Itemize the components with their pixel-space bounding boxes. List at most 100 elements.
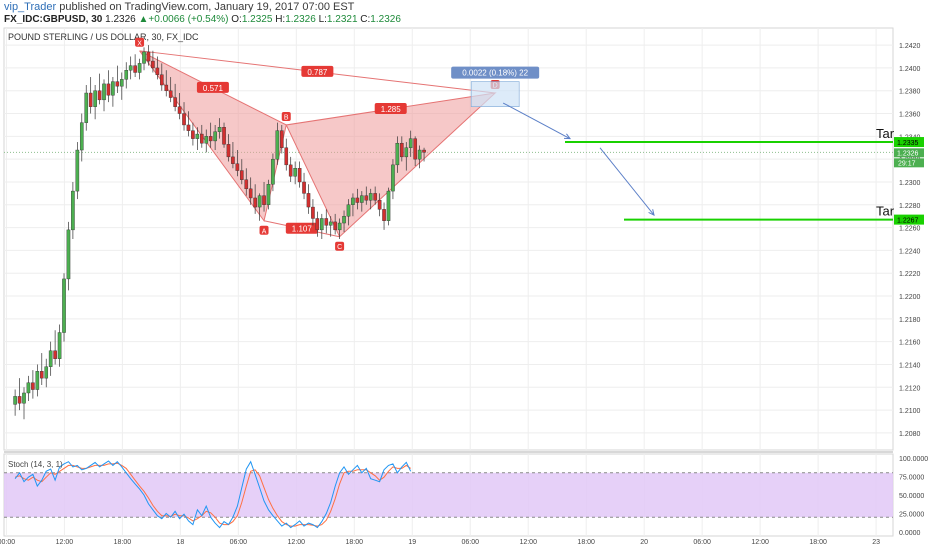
candle-body [208,136,213,142]
ratio-bd-text: 1.285 [381,105,402,114]
y-tick-label: 1.2100 [899,408,921,415]
candle-body [253,197,257,208]
candle-body [231,156,235,164]
ratio-xb-bg [196,81,229,93]
candle-body [88,92,93,107]
low-value: 1.2321 [326,14,358,25]
x-tick-label: 18:00 [577,539,595,546]
symbol-info: FX_IDC:GBPUSD, 30 1.2326 ▲+0.0066 (+0.54… [4,14,401,25]
x-tick-label: 19 [408,539,416,546]
candle-body [275,130,280,160]
target-price-tag-1: 1.2335 [894,137,924,148]
candle-body [75,149,80,192]
point-badge [335,241,345,251]
candle-body [164,84,169,91]
candle-body [213,131,217,142]
stoch-k-line [14,460,412,529]
candle-body [364,195,369,201]
x-tick-label: 18:00 [114,539,132,546]
candle-body [22,392,26,404]
stochastic-pane[interactable]: 100.0000 75.0000 50.0000 25.0000 0.0000 Stoch… [4,456,928,537]
candle-body [66,229,71,280]
candle-body [333,221,337,231]
candle-body [26,382,31,394]
ratio-xd-text: 0.787 [307,68,328,77]
y-tick-label: 1.2360 [899,112,921,119]
candle-body [355,197,360,203]
measure-label-text: 0.0022 (0.18%) 22 [462,69,528,78]
candle-body [351,197,355,205]
arrow-to-target-2-line [599,147,655,216]
candle-body [337,222,342,231]
y-tick-label: 1.2380 [899,89,921,96]
candle-body [248,188,253,199]
y-tick-label: 1.2260 [899,226,921,233]
x-tick-label: 06:00 [461,539,479,546]
candle-body [368,193,373,201]
ratio-bd: 1.285 [374,102,407,114]
candle-body [226,144,231,158]
price-chart[interactable]: POUND STERLING / US DOLLAR, 30, FX_IDC 0… [0,26,932,550]
harmonic-pattern[interactable]: 0.571 0.787 1.285 1.107 [139,50,497,238]
measure-label: 0.0022 (0.18%) 22 [451,66,540,79]
candle-body [311,206,315,219]
candle-body [128,65,133,71]
ratio-xb-text: 0.571 [203,84,224,93]
candle-body [102,83,106,101]
x-tick-label: 06:00 [230,539,248,546]
y-tick-label: 1.2140 [899,362,921,369]
candle-body [146,51,151,62]
candle-body [106,83,111,96]
candle-body [84,92,89,123]
ratio-xb: 0.571 [196,81,229,93]
target-label-1: Tar [876,126,895,141]
candle-body [404,147,409,158]
candle-body [53,350,57,359]
publisher-username[interactable]: vip_Trader [4,1,57,13]
candle-body [133,65,137,73]
x-tick-label: 12:00 [288,539,306,546]
measure-label-bg [451,66,540,79]
candle-body [195,133,200,139]
x-tick-label: 12:00 [56,539,74,546]
stoch-tick-label: 100.0000 [899,456,928,463]
candle-body [280,130,284,148]
point-badge [259,225,269,235]
price-pane-frame [3,27,894,451]
candle-body [417,149,422,160]
up-arrow-icon: ▲ [138,14,149,25]
candle-body [168,90,173,98]
candle-body [159,74,164,86]
candle-body [200,133,204,144]
point-label: X [137,40,142,47]
low-label: L: [318,14,327,25]
x-tick-label: 20 [640,539,648,546]
target-price-text: 1.2335 [897,140,919,147]
y-tick-label: 1.2220 [899,271,921,278]
candle-body [293,168,297,177]
countdown-text: 29:17 [898,160,916,167]
stoch-tick-label: 75.0000 [899,475,924,482]
y-tick-label: 1.2420 [899,43,921,50]
candle-body [422,149,426,153]
candle-body [204,136,209,144]
stoch-band [4,472,893,518]
open-label: O: [231,14,242,25]
point-label: A [262,228,267,235]
ratio-ac-text: 1.107 [292,225,313,234]
candle-body [182,113,186,126]
y-tick-label: 1.2160 [899,340,921,347]
ratio-bd-bg [374,102,407,114]
candle-body [217,127,222,132]
candle-body [97,90,102,101]
candle-body [191,130,195,139]
candle-body [240,170,244,180]
time-axis[interactable]: 00:00 12:00 18:00 18 06:00 12:00 18:00 19 06:00 1… [0,539,880,546]
x-tick-label: 18:00 [809,539,827,546]
candle-body [346,204,351,217]
high-label: H: [275,14,286,25]
price-axis[interactable]: 1.24201.24001.23801.23601.23401.23201.23… [894,43,924,438]
candle-body [111,81,115,96]
y-tick-label: 1.2240 [899,248,921,255]
